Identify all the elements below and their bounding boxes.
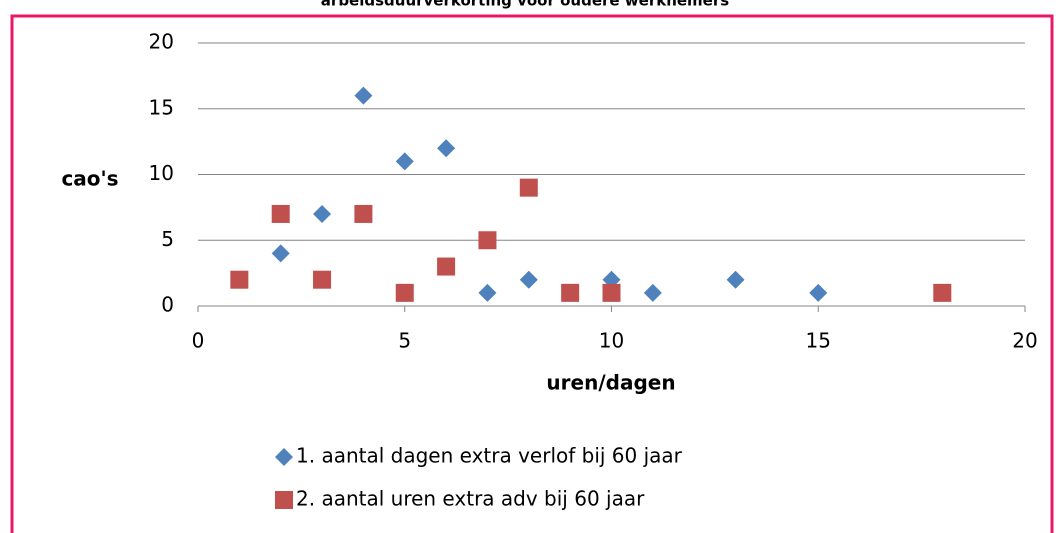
marker [271, 204, 290, 223]
legend-marker [275, 491, 293, 509]
marker [643, 283, 662, 302]
marker [478, 231, 497, 250]
marker [602, 283, 621, 302]
marker [395, 152, 414, 171]
marker [726, 270, 745, 289]
chart-title: arbeidsduurverkorting voor oudere werkne… [321, 0, 729, 10]
marker [354, 86, 373, 105]
marker [933, 283, 952, 302]
marker [354, 204, 373, 223]
y-axis-title: cao's [61, 167, 118, 191]
marker [271, 244, 290, 263]
marker [561, 283, 580, 302]
x-tick-label: 20 [1012, 329, 1037, 353]
marker [313, 204, 332, 223]
y-tick-label: 5 [161, 227, 174, 251]
marker [519, 270, 538, 289]
y-tick-label: 0 [161, 293, 174, 317]
x-tick-label: 5 [398, 329, 411, 353]
x-tick-label: 15 [806, 329, 831, 353]
marker [437, 257, 456, 276]
marker [395, 283, 414, 302]
legend-marker [275, 448, 293, 466]
marker [437, 139, 456, 158]
x-tick-label: 10 [599, 329, 624, 353]
marker [809, 283, 828, 302]
x-tick-label: 0 [192, 329, 205, 353]
y-tick-label: 20 [149, 30, 174, 54]
legend-label: 2. aantal uren extra adv bij 60 jaar [296, 487, 645, 511]
marker [230, 270, 249, 289]
legend-label: 1. aantal dagen extra verlof bij 60 jaar [296, 444, 683, 468]
chart-frame [10, 14, 1054, 533]
marker [519, 178, 538, 197]
marker [313, 270, 332, 289]
y-tick-label: 15 [149, 95, 174, 119]
marker [478, 283, 497, 302]
x-axis-title: uren/dagen [546, 371, 675, 395]
y-tick-label: 10 [149, 161, 174, 185]
